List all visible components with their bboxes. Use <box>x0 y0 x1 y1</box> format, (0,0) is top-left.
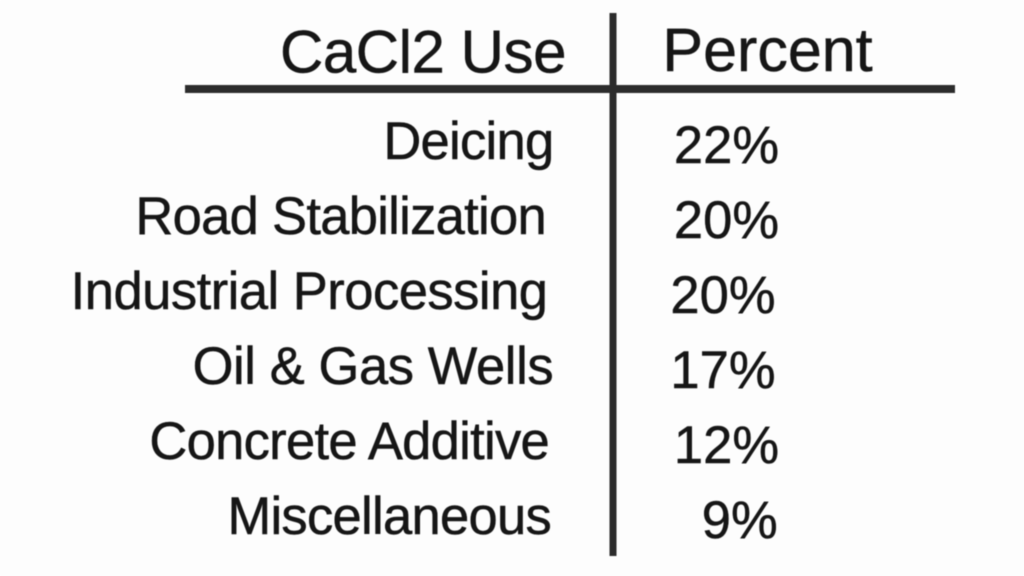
svg-text:Percent: Percent <box>662 16 872 84</box>
svg-text:12%: 12% <box>674 416 779 475</box>
svg-text:20%: 20% <box>674 191 779 250</box>
svg-text:20%: 20% <box>670 266 775 325</box>
svg-text:Concrete Additive: Concrete Additive <box>149 412 549 471</box>
svg-text:CaCl2 Use: CaCl2 Use <box>280 18 566 85</box>
svg-text:Miscellaneous: Miscellaneous <box>227 487 551 546</box>
svg-text:Deicing: Deicing <box>383 112 553 171</box>
svg-text:22%: 22% <box>674 116 779 175</box>
svg-text:Industrial Processing: Industrial Processing <box>71 262 548 321</box>
svg-text:17%: 17% <box>670 341 775 400</box>
svg-text:Road Stabilization: Road Stabilization <box>135 187 546 246</box>
svg-text:Oil & Gas Wells: Oil & Gas Wells <box>193 337 554 396</box>
svg-text:9%: 9% <box>702 491 778 550</box>
